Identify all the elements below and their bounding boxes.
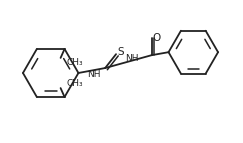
- Text: NH: NH: [87, 70, 101, 80]
- Text: S: S: [118, 47, 124, 57]
- Text: O: O: [153, 33, 161, 43]
- Text: CH₃: CH₃: [66, 58, 83, 67]
- Text: CH₃: CH₃: [66, 79, 83, 88]
- Text: NH: NH: [125, 54, 139, 63]
